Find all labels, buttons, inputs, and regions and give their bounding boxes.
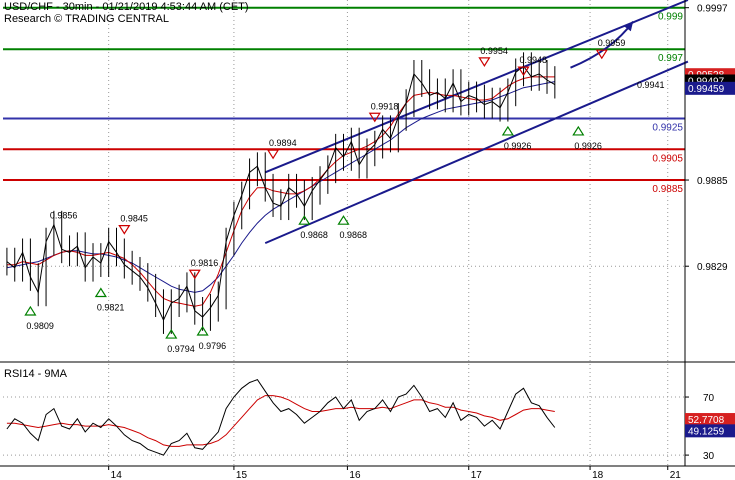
rsi-y-tick-label: 30 [703, 451, 715, 462]
x-tick-label: 14 [111, 470, 123, 480]
price-badges: 0.995280.994970.99459 [685, 68, 735, 95]
x-tick-label: 16 [349, 470, 361, 480]
marker-up [298, 215, 311, 225]
forecast-arrow-head [624, 21, 634, 32]
marker-up [24, 305, 37, 316]
marker-down [517, 66, 530, 77]
annotation-label: 0.9809 [26, 321, 54, 331]
x-tick-label: 21 [670, 470, 682, 480]
annotation-label: 0.9868 [340, 230, 368, 240]
rsi-badge-blue [685, 424, 735, 438]
price-y-tick-label: 0.9997 [697, 4, 728, 15]
price-badge-label: 0.99459 [688, 84, 725, 95]
annotation-label: 0.9856 [50, 211, 78, 221]
annotation-label: 0.9821 [97, 303, 125, 313]
marker-up [501, 125, 514, 136]
annotation-label: 0.9796 [199, 341, 227, 351]
annotation-label: 0.9959 [598, 38, 626, 48]
x-tick-label: 15 [236, 470, 248, 480]
annotation-label: 0.9868 [300, 230, 328, 240]
marker-down [368, 112, 381, 123]
price-y-tick-label: 0.9829 [697, 262, 728, 273]
rsi-line [6, 378, 556, 456]
rsi-badge-red [685, 413, 735, 427]
level-label-r2: 0.997 [658, 53, 683, 64]
level-label-s1: 0.9905 [652, 153, 683, 164]
marker-down [188, 269, 201, 280]
level-label-r3: 0.999 [658, 12, 683, 23]
rsi-y-tick-label: 70 [703, 393, 715, 404]
channel-lower-line [264, 60, 689, 245]
price-series-group [6, 52, 556, 334]
chart-subtitle: Research © TRADING CENTRAL [4, 13, 169, 25]
x-tick-label: 18 [592, 470, 604, 480]
annotation-label: 0.9816 [191, 258, 219, 268]
annotation-label: 0.9794 [167, 344, 195, 354]
annotation-label: 0.9845 [120, 214, 148, 224]
annotation-label: 0.9948 [520, 55, 548, 65]
marker-up [165, 328, 178, 339]
annotation-label: 0.9926 [504, 141, 532, 151]
annotation-label: 0.9894 [269, 138, 297, 148]
annotation-label: 0.9926 [574, 141, 602, 151]
level-label-s2: 0.9885 [652, 184, 683, 195]
price-badge-blue [685, 81, 735, 95]
marker-up [196, 325, 209, 336]
level-label-pivot: 0.9925 [652, 122, 683, 133]
marker-down [266, 149, 280, 160]
rsi-badge-label: 49.1259 [688, 426, 725, 437]
price-y-tick-label: 0.9885 [697, 176, 728, 187]
marker-up [94, 287, 107, 298]
support-resistance-levels: 0.999 0.997 0.9925 0.9905 0.9885 [3, 6, 685, 195]
marker-up [572, 125, 585, 136]
price-close-line [6, 65, 556, 322]
x-tick-label: 17 [471, 470, 483, 480]
marker-down [595, 49, 608, 60]
annotation-label: 0.9954 [480, 46, 508, 56]
annotation-label: 0.9941 [637, 80, 665, 90]
annotation-label: 0.9918 [371, 101, 399, 111]
marker-down [478, 57, 491, 67]
marker-up [337, 215, 350, 225]
rsi-title: RSI14 - 9MA [4, 368, 67, 380]
marker-down [118, 224, 131, 235]
price-annotations: 0.9809 0.9856 0.9821 0.9845 0.9794 0.9816 0.97… [24, 38, 665, 354]
chart-title: USD/CHF - 30min - 01/21/2019 4:53:44 AM … [4, 1, 249, 13]
rsi-badge-label: 52.7708 [688, 415, 725, 426]
